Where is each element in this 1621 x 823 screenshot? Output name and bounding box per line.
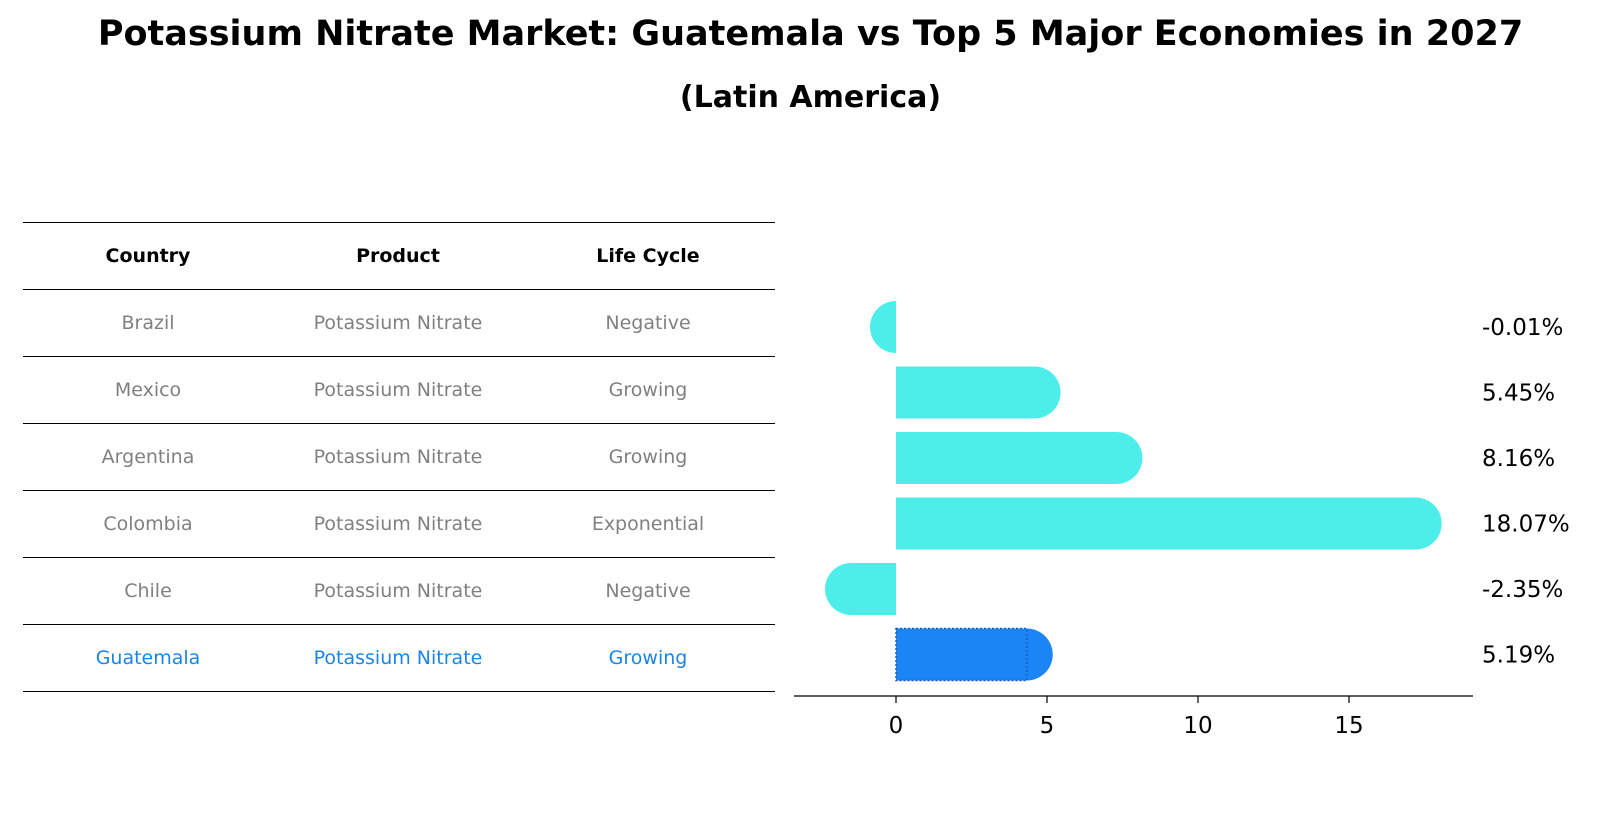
value-label: 8.16% [1482, 446, 1555, 472]
x-tick-label: 15 [1334, 713, 1363, 739]
cell-country: Brazil [121, 312, 175, 334]
cell-product: Potassium Nitrate [313, 647, 483, 669]
bar-mexico [896, 366, 1061, 419]
bar-chile [825, 563, 896, 615]
table-header-row: Country Product Life Cycle [23, 222, 775, 290]
value-label: 5.19% [1482, 643, 1555, 669]
country-table: Country Product Life Cycle Brazil Potass… [23, 222, 775, 692]
table-row: Mexico Potassium Nitrate Growing [23, 357, 775, 424]
header-product: Product [356, 245, 440, 267]
header-country: Country [105, 245, 191, 267]
cell-product: Potassium Nitrate [313, 580, 483, 602]
cell-life-cycle: Negative [605, 312, 691, 334]
cell-life-cycle: Growing [608, 379, 688, 401]
bar-guatemala [896, 628, 1053, 681]
cell-life-cycle: Exponential [591, 513, 705, 535]
cell-country: Argentina [101, 446, 195, 468]
table-row-highlighted: Guatemala Potassium Nitrate Growing [23, 625, 775, 692]
bars-group [825, 301, 1442, 682]
cell-life-cycle: Negative [605, 580, 691, 602]
table-row: Argentina Potassium Nitrate Growing [23, 424, 775, 491]
bar-argentina [896, 432, 1143, 484]
value-label: -0.01% [1482, 315, 1563, 341]
table-row: Colombia Potassium Nitrate Exponential [23, 491, 775, 558]
chart-title: Potassium Nitrate Market: Guatemala vs T… [97, 14, 1524, 54]
bar-brazil [870, 301, 896, 353]
value-labels-group: -0.01% 5.45% 8.16% 18.07% -2.35% 5.19% [1482, 315, 1570, 669]
cell-life-cycle: Growing [608, 647, 688, 669]
bar-colombia [896, 497, 1442, 550]
x-tick-label: 10 [1183, 713, 1212, 739]
highlight-bar-outline [895, 627, 1028, 682]
growth-bar-chart: -0.01% 5.45% 8.16% 18.07% -2.35% 5.19% 0 5 10 15 [794, 301, 1570, 739]
value-label: 18.07% [1482, 512, 1570, 538]
cell-product: Potassium Nitrate [313, 446, 483, 468]
header-life-cycle: Life Cycle [596, 245, 700, 267]
table-row: Chile Potassium Nitrate Negative [23, 558, 775, 625]
x-axis-ticks: 0 5 10 15 [889, 696, 1364, 739]
table-row: Brazil Potassium Nitrate Negative [23, 290, 775, 357]
x-tick-label: 5 [1040, 713, 1055, 739]
cell-country: Guatemala [95, 647, 201, 669]
cell-country: Colombia [103, 513, 193, 535]
cell-product: Potassium Nitrate [313, 312, 483, 334]
cell-life-cycle: Growing [608, 446, 688, 468]
value-label: 5.45% [1482, 381, 1555, 407]
cell-product: Potassium Nitrate [313, 513, 483, 535]
cell-country: Mexico [114, 379, 182, 401]
chart-subtitle: (Latin America) [679, 80, 942, 115]
cell-product: Potassium Nitrate [313, 379, 483, 401]
x-tick-label: 0 [889, 713, 904, 739]
cell-country: Chile [124, 580, 172, 602]
value-label: -2.35% [1482, 577, 1563, 603]
